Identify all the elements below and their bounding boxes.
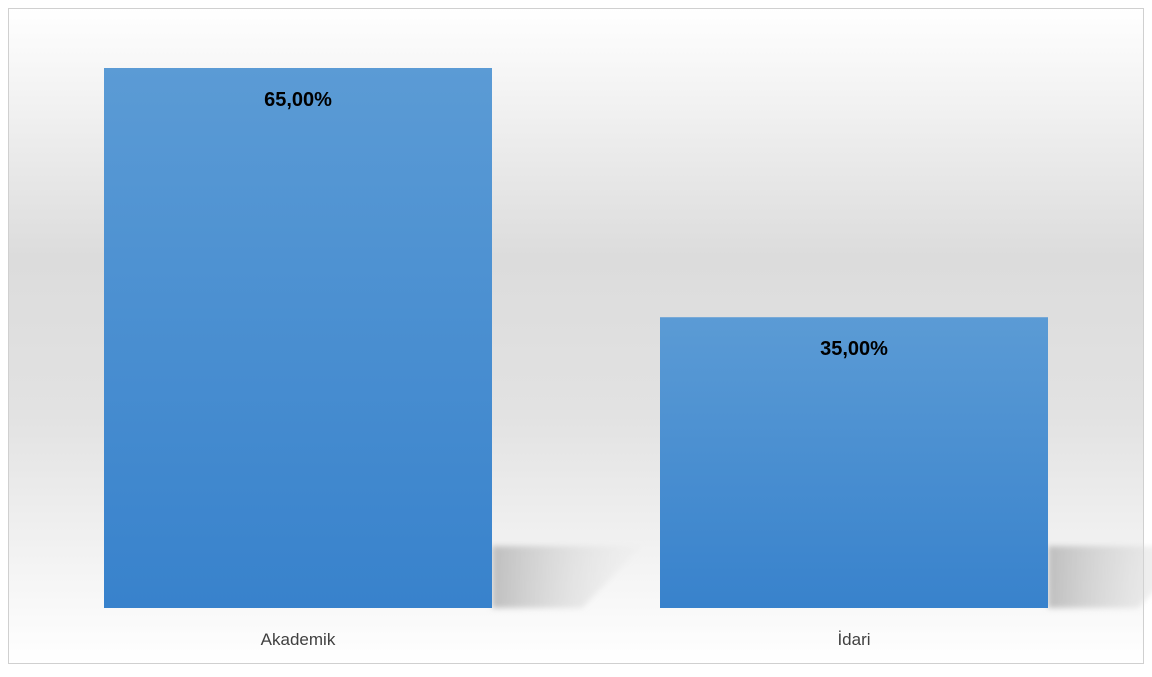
category-label: İdari	[837, 630, 870, 649]
data-labels: 65,00% 35,00%	[264, 89, 888, 360]
category-label: Akademik	[261, 630, 336, 649]
bars	[104, 68, 1048, 608]
data-label: 35,00%	[820, 338, 888, 360]
bar-shadow	[492, 546, 642, 608]
bar-shadows	[492, 546, 1152, 608]
bar-shadow	[1048, 546, 1152, 608]
chart-border	[8, 8, 1144, 664]
bar-1	[660, 317, 1048, 608]
category-axis: Akademik İdari	[261, 630, 871, 649]
data-label: 65,00%	[264, 89, 332, 111]
bar-0	[104, 68, 492, 608]
